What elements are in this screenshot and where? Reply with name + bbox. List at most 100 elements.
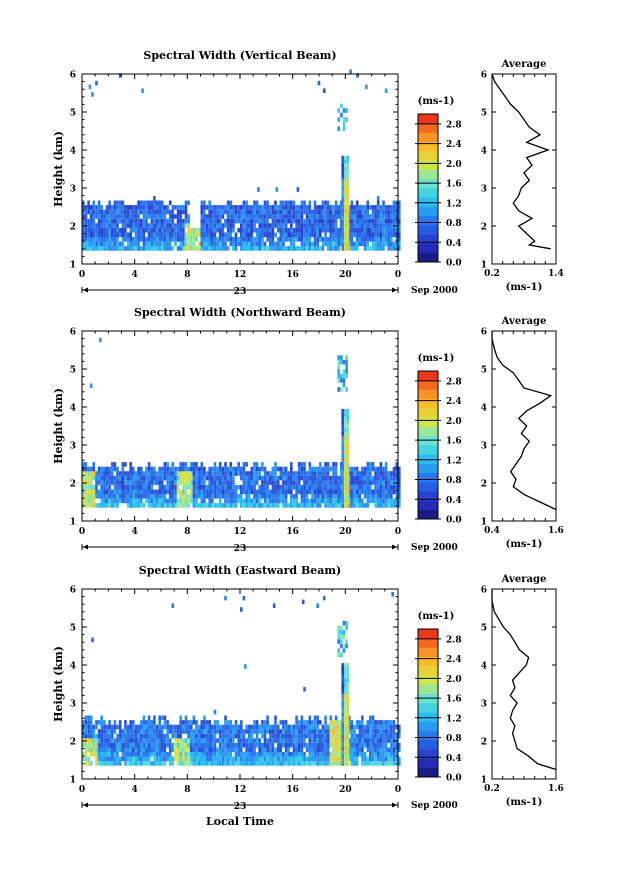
average-profile-line [491, 589, 557, 771]
heatmap-cell [97, 761, 101, 766]
heatmap-cell [142, 720, 146, 725]
heatmap-cell [355, 223, 359, 228]
heatmap-cell [274, 498, 277, 504]
heatmap-cell [337, 747, 340, 753]
date-day: 23 [234, 544, 247, 554]
heatmap-cell [361, 756, 364, 762]
date-bar-arrow [392, 287, 397, 293]
heatmap-cell [295, 733, 298, 739]
heatmap-cell [105, 241, 109, 247]
heatmap-cell [218, 724, 222, 730]
heatmap-cell [116, 223, 119, 228]
heatmap-cell [390, 471, 393, 476]
heatmap-cell [263, 200, 267, 206]
heatmap-cell [121, 742, 125, 748]
heatmap-cell [363, 729, 367, 734]
heatmap-cell [187, 471, 190, 476]
heatmap-cell [287, 729, 290, 734]
heatmap-cell [153, 466, 156, 472]
heatmap-cell [290, 214, 293, 219]
heatmap-cell [195, 232, 198, 238]
heatmap-cell [213, 752, 217, 757]
heatmap-cell [287, 209, 290, 215]
heatmap-cell [319, 733, 322, 739]
heatmap-cell [341, 761, 344, 766]
heatmap-cell [305, 214, 309, 219]
heatmap-cell [111, 480, 114, 485]
heatmap-cell [174, 466, 177, 472]
heatmap-cell [279, 752, 283, 757]
heatmap-cell [190, 498, 193, 504]
heatmap-cell [355, 489, 359, 495]
heatmap-cell [355, 742, 359, 748]
heatmap-cell [366, 480, 369, 485]
heatmap-cell [113, 742, 117, 748]
heatmap-cell [118, 73, 122, 78]
heatmap-cell [253, 205, 256, 210]
heatmap-cell [274, 214, 277, 219]
heatmap-cell [274, 489, 277, 495]
heatmap-cell [282, 724, 285, 730]
heatmap-cell [129, 733, 132, 739]
heatmap-cell [163, 715, 167, 721]
heatmap-cell [313, 715, 317, 721]
heatmap-cell [369, 214, 372, 219]
heatmap-cell [163, 466, 167, 472]
heatmap-cell [384, 475, 388, 481]
heatmap-cell [379, 209, 383, 215]
heatmap-cell [226, 218, 230, 224]
heatmap-cell [82, 733, 85, 739]
heatmap-cell [134, 484, 138, 490]
heatmap-cell [150, 724, 154, 730]
heatmap-cell [132, 205, 135, 210]
heatmap-cell [340, 355, 343, 360]
heatmap-cell [208, 223, 211, 228]
heatmap-cell [240, 214, 243, 219]
heatmap-cell [105, 246, 109, 251]
heatmap-cell [290, 761, 293, 766]
heatmap-cell [168, 223, 172, 228]
heatmap-cell [319, 237, 322, 242]
heatmap-cell [200, 200, 204, 206]
heatmap-cell [390, 752, 393, 757]
heatmap-cell [137, 503, 140, 508]
heatmap-cell [295, 503, 298, 508]
heatmap-cell [134, 227, 138, 233]
heatmap-cell [97, 742, 101, 748]
heatmap-cell [340, 112, 343, 118]
heatmap-cell [139, 733, 143, 739]
heatmap-cell [284, 756, 288, 762]
heatmap-cell [313, 720, 317, 725]
heatmap-cell [295, 498, 298, 504]
heatmap-cell [226, 205, 230, 210]
heatmap-cell [253, 752, 256, 757]
heatmap-cell [240, 489, 243, 495]
heatmap-cell [153, 241, 156, 247]
heatmap-cell [190, 494, 193, 499]
heatmap-cell [105, 494, 109, 499]
heatmap-cell [200, 205, 204, 210]
heatmap-cell [197, 503, 201, 508]
heatmap-cell [116, 494, 119, 499]
heatmap-cell [326, 756, 330, 762]
heatmap-cell [341, 739, 344, 743]
heatmap-cell [358, 484, 362, 490]
heatmap-cell [229, 729, 233, 734]
heatmap-cell [163, 209, 167, 215]
heatmap-cell [345, 373, 348, 379]
heatmap-cell [245, 223, 248, 228]
heatmap-cell [363, 756, 367, 762]
heatmap-cell [163, 503, 167, 508]
heatmap-cell [87, 724, 90, 730]
heatmap-cell [344, 462, 347, 466]
heatmap-cell [269, 480, 272, 485]
heatmap-cell [84, 232, 88, 238]
heatmap-cell [324, 752, 327, 757]
heatmap-cell [263, 227, 267, 233]
heatmap-cell [245, 724, 248, 730]
heatmap-cell [346, 689, 350, 694]
heatmap-cell [382, 729, 385, 734]
heatmap-cell [282, 489, 285, 495]
heatmap-cell [213, 503, 217, 508]
heatmap-cell [346, 670, 350, 675]
